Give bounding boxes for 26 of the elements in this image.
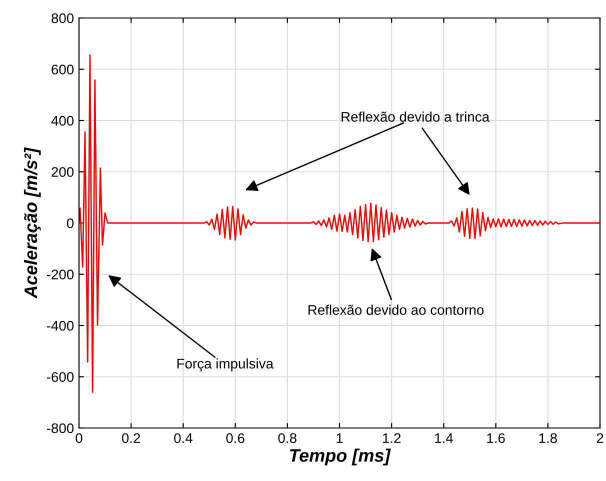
x-tick-label: 2 — [596, 433, 604, 443]
y-tick-label: 400 — [51, 116, 74, 126]
annotation: Reflexão devido ao contorno — [308, 304, 484, 315]
y-axis-title: Aceleração [m/s²] — [24, 147, 41, 299]
x-tick-label: 0.6 — [226, 433, 244, 444]
y-tick-label: -800 — [46, 423, 74, 434]
y-tick-label: 600 — [52, 64, 74, 74]
x-tick-label: 0.4 — [174, 433, 192, 444]
x-tick-label: 0.8 — [278, 433, 296, 444]
x-tick-label: 1.6 — [487, 433, 505, 444]
line-series — [79, 54, 600, 393]
y-tick-label: 800 — [52, 13, 74, 24]
y-tick-label: -400 — [46, 320, 74, 331]
x-tick-label: 0.2 — [122, 433, 140, 444]
y-tick-label: -200 — [46, 270, 74, 280]
x-tick-label: 0 — [76, 433, 82, 444]
y-tick-label: 200 — [52, 167, 74, 177]
annotation: Reflexão devido a trinca — [342, 112, 490, 122]
x-tick-label: 1.8 — [539, 433, 557, 444]
y-tick-label: 0 — [66, 218, 74, 228]
y-tick-label: -600 — [46, 372, 74, 382]
x-tick-label: 1.4 — [435, 433, 453, 443]
x-axis-title: Tempo [ms] — [290, 448, 391, 466]
x-tick-label: 1.2 — [383, 433, 401, 443]
x-tick-label: 1 — [336, 433, 343, 443]
annotation: Força impulsiva — [177, 358, 274, 372]
